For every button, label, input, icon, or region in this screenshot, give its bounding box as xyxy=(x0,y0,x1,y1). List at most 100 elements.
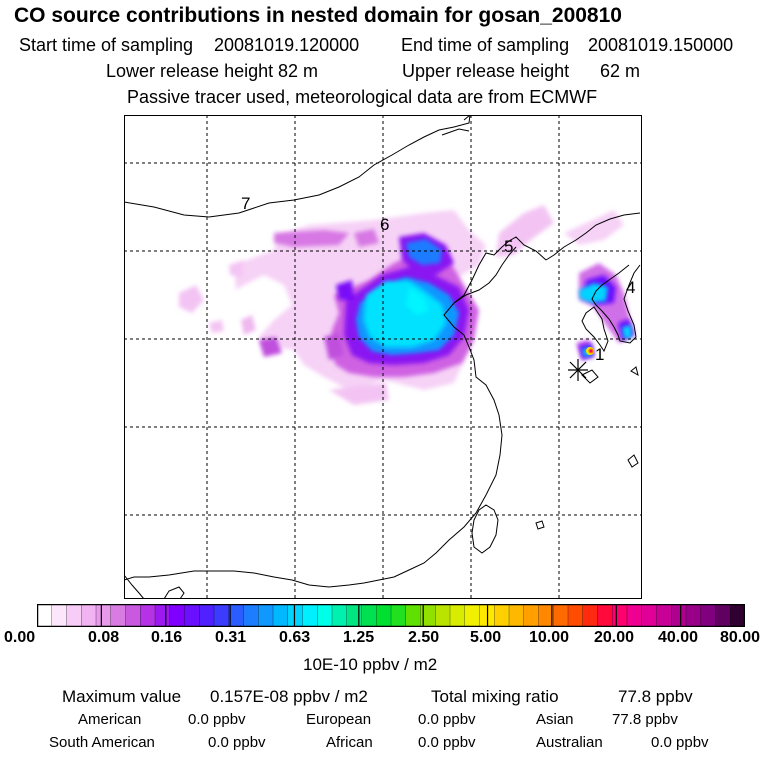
colorbar-tick-1: 0.08 xyxy=(88,629,120,646)
colorbar-cell xyxy=(346,604,363,627)
african-value: 0.0 ppbv xyxy=(418,734,476,751)
colorbar-tick-2: 0.16 xyxy=(151,629,183,646)
region-label-7: 7 xyxy=(241,194,250,213)
colorbar-cell xyxy=(140,604,156,627)
colorbar-frame xyxy=(37,604,745,627)
total-mixing-value: 77.8 ppbv xyxy=(618,687,693,706)
total-mixing-label: Total mixing ratio xyxy=(431,687,559,706)
colorbar-tick-3: 0.31 xyxy=(215,629,247,646)
colorbar-cell xyxy=(671,604,687,627)
plot-title: CO source contributions in nested domain… xyxy=(14,4,622,27)
receptor-marker-icon xyxy=(568,359,588,381)
colorbar-cell xyxy=(287,604,304,627)
colorbar-cell xyxy=(730,604,745,627)
colorbar-cell xyxy=(597,604,614,627)
european-value: 0.0 ppbv xyxy=(418,711,476,728)
colorbar-cell xyxy=(37,604,53,627)
hotspot-near-receptor xyxy=(586,347,594,355)
tracer-note: Passive tracer used, meteorological data… xyxy=(127,87,598,107)
colorbar-cell xyxy=(390,604,407,627)
region-label-1: 1 xyxy=(595,345,604,364)
colorbar-tick-11: 80.00 xyxy=(719,629,760,646)
end-time-label: End time of sampling xyxy=(401,35,570,55)
colorbar-cell xyxy=(582,604,599,627)
colorbar-cell xyxy=(66,604,83,627)
colorbar-cell xyxy=(567,604,584,627)
colorbar-cell xyxy=(656,604,673,627)
colorbar-cell xyxy=(405,604,422,627)
region-label-6: 6 xyxy=(380,215,389,234)
colorbar-cell xyxy=(302,604,319,627)
colorbar-cell xyxy=(715,604,732,627)
colorbar-cell xyxy=(435,604,451,627)
colorbar-tick-8: 10.00 xyxy=(529,629,570,646)
colorbar-cell xyxy=(243,604,260,627)
colorbar-cell xyxy=(685,604,702,627)
colorbar-tick-6: 2.50 xyxy=(408,629,440,646)
colorbar-tick-0: 0.00 xyxy=(4,629,36,646)
source-contribution-map: 7 6 5 4 1 xyxy=(124,115,642,599)
colorbar-tick-4: 0.63 xyxy=(279,629,311,646)
asian-label: Asian xyxy=(536,711,574,728)
lat-lon-grid xyxy=(124,115,642,599)
colorbar-cell xyxy=(110,604,127,627)
start-time-label: Start time of sampling xyxy=(19,35,194,55)
colorbar-cell xyxy=(95,604,112,627)
colorbar-cell xyxy=(184,604,201,627)
colorbar-tick-9: 20.00 xyxy=(594,629,635,646)
australian-label: Australian xyxy=(536,734,603,751)
end-time-value: 20081019.150000 xyxy=(588,35,734,55)
colorbar-cell xyxy=(213,604,230,627)
colorbar-cell xyxy=(317,604,333,627)
colorbar-dividers xyxy=(100,604,682,627)
colorbar-cell xyxy=(464,604,481,627)
colorbar-cell xyxy=(612,604,628,627)
american-label: American xyxy=(78,711,142,728)
colorbar-cell xyxy=(523,604,540,627)
lower-height-label: Lower release height xyxy=(106,61,274,81)
colorbar-cell xyxy=(700,604,717,627)
south-american-label: South American xyxy=(49,734,155,751)
european-label: European xyxy=(306,711,372,728)
american-value: 0.0 ppbv xyxy=(188,711,246,728)
colorbar-cell xyxy=(228,604,245,627)
colorbar-cell xyxy=(641,604,658,627)
african-label: African xyxy=(326,734,373,751)
region-label-4: 4 xyxy=(626,278,635,297)
colorbar-cell xyxy=(258,604,274,627)
colorbar-cell xyxy=(125,604,142,627)
region-label-5: 5 xyxy=(504,237,513,256)
lower-height-value: 82 m xyxy=(278,61,319,81)
colorbar xyxy=(37,604,745,627)
colorbar-tick-7: 5.00 xyxy=(470,629,502,646)
colorbar-cell xyxy=(154,604,171,627)
australian-value: 0.0 ppbv xyxy=(651,734,709,751)
colorbar-cell xyxy=(199,604,215,627)
colorbar-cell xyxy=(626,604,643,627)
upper-height-label: Upper release height xyxy=(402,61,570,81)
colorbar-cell xyxy=(331,604,348,627)
colorbar-cell xyxy=(508,604,525,627)
max-value-label: Maximum value xyxy=(62,687,182,706)
colorbar-tick-10: 40.00 xyxy=(658,629,699,646)
asian-value: 77.8 ppbv xyxy=(612,711,678,728)
colorbar-cells xyxy=(37,604,745,627)
upper-height-value: 62 m xyxy=(600,61,641,81)
map-frame xyxy=(124,115,642,599)
colorbar-cell xyxy=(81,604,97,627)
colorbar-cell xyxy=(376,604,392,627)
colorbar-cell xyxy=(361,604,378,627)
start-time-value: 20081019.120000 xyxy=(214,35,360,55)
colorbar-unit: 10E-10 ppbv / m2 xyxy=(303,655,438,674)
colorbar-tick-5: 1.25 xyxy=(343,629,375,646)
colorbar-cell xyxy=(494,604,510,627)
max-value: 0.157E-08 ppbv / m2 xyxy=(210,687,368,706)
coastlines xyxy=(124,115,641,599)
colorbar-cell xyxy=(272,604,289,627)
plume-core xyxy=(356,239,632,357)
colorbar-cell xyxy=(449,604,466,627)
colorbar-cell xyxy=(169,604,186,627)
colorbar-cell xyxy=(51,604,68,627)
south-american-value: 0.0 ppbv xyxy=(208,734,266,751)
colorbar-cell xyxy=(553,604,569,627)
